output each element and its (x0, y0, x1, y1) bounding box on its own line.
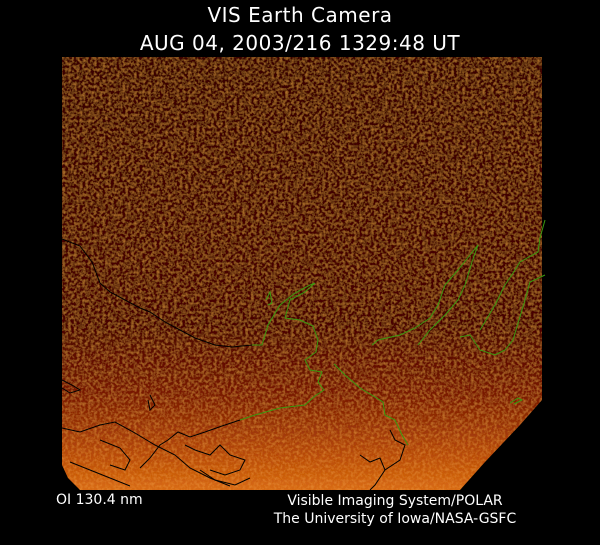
wavelength-label: OI 130.4 nm (56, 492, 143, 508)
camera-field (62, 57, 542, 490)
image-timestamp: AUG 04, 2003/216 1329:48 UT (139, 31, 461, 55)
credit-institution: The University of Iowa/NASA-GSFC (273, 511, 517, 527)
coastline-day (239, 219, 546, 446)
image-title: VIS Earth Camera (207, 3, 393, 27)
credit-block: Visible Imaging System/POLAR The Univers… (250, 492, 540, 528)
credit-instrument: Visible Imaging System/POLAR (287, 493, 503, 509)
coastline-night (61, 238, 406, 491)
